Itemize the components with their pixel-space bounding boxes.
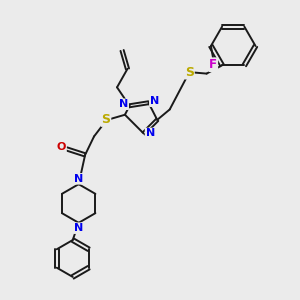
Text: N: N: [74, 174, 83, 184]
Text: O: O: [57, 142, 66, 152]
Text: S: S: [185, 66, 194, 79]
Text: N: N: [119, 99, 128, 109]
Text: S: S: [101, 113, 110, 126]
Text: N: N: [146, 128, 155, 139]
Text: N: N: [74, 223, 83, 233]
Text: F: F: [209, 58, 217, 71]
Text: N: N: [150, 96, 159, 106]
